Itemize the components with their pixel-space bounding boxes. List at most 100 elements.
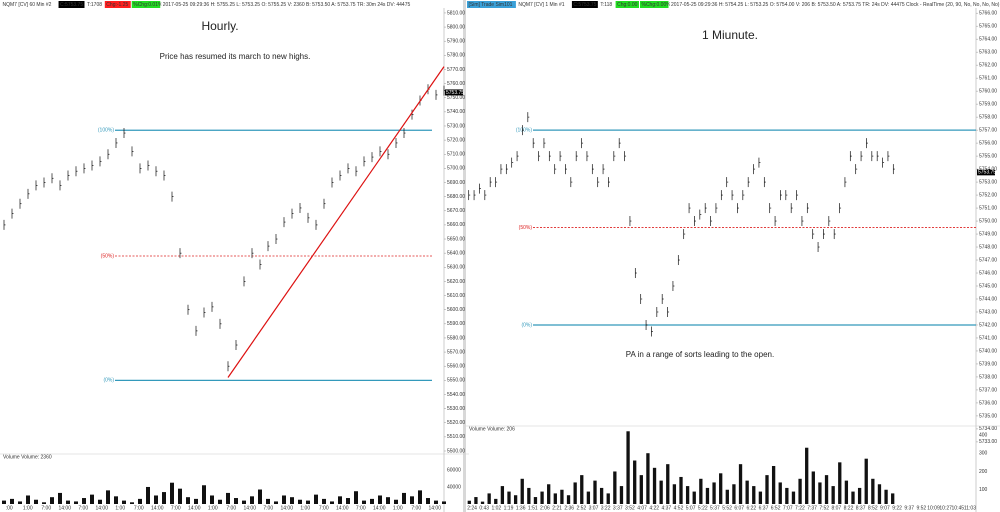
y-tick-label: 5570.00 <box>447 349 465 355</box>
pane-divider <box>463 0 466 512</box>
y-tick-label: 5757.00 <box>979 127 997 133</box>
volume-bar <box>378 495 382 504</box>
level-label: (100%) <box>516 127 532 133</box>
y-tick-label: 5690.00 <box>447 180 465 186</box>
volume-bar <box>274 501 278 504</box>
volume-bar <box>178 488 182 504</box>
header-badge <box>669 1 1000 8</box>
y-tick-label: 5640.00 <box>447 250 465 256</box>
header-text: C:5753.75 <box>573 2 596 8</box>
volume-bar <box>130 502 134 504</box>
x-tick-label: 9:22 <box>892 505 902 511</box>
volume-bar <box>580 475 584 504</box>
x-tick-label: 8:52 <box>868 505 878 511</box>
x-tick-label: 8:07 <box>831 505 841 511</box>
header-badge <box>131 1 161 8</box>
y-tick-label: 5746.00 <box>979 270 997 276</box>
y-tick-label: 5739.00 <box>979 361 997 367</box>
x-tick-label: 8:37 <box>856 505 866 511</box>
volume-bar <box>18 501 22 504</box>
y-tick-label: 5741.00 <box>979 335 997 341</box>
volume-bar <box>170 482 174 504</box>
y-tick-label: 5740.00 <box>979 348 997 354</box>
y-tick-label: 5766.00 <box>979 11 997 17</box>
y-tick-label: 5758.00 <box>979 114 997 120</box>
volume-bar <box>805 447 809 504</box>
last-price-box <box>977 169 995 176</box>
volume-bar <box>394 499 398 504</box>
volume-bar <box>74 501 78 504</box>
x-tick-label: 11:03 <box>964 505 976 511</box>
volume-bar <box>50 497 54 504</box>
x-tick-label: 7:00 <box>41 505 51 511</box>
y-tick-label: 5755.00 <box>979 153 997 159</box>
volume-bar <box>266 498 270 504</box>
x-tick-label: 7:00 <box>411 505 421 511</box>
y-tick-label: 5751.00 <box>979 205 997 211</box>
volume-bar <box>619 486 624 504</box>
x-tick-label: 3:37 <box>613 505 623 511</box>
y-tick-label: 5734.00 <box>979 426 997 432</box>
volume-bar <box>10 498 14 504</box>
volume-bar <box>633 460 637 504</box>
x-tick-label: 4:07 <box>637 505 647 511</box>
volume-bar <box>474 497 478 504</box>
header-text: T:1708 <box>87 2 102 8</box>
header-text: %Chg:0.01% <box>133 2 163 8</box>
header-text: 2017-05-25 09:29:36 H: 5754.25 L: 5753.2… <box>671 2 1000 8</box>
header-text: %Chg:0.00% <box>642 2 672 8</box>
x-tick-label: :00 <box>6 505 13 511</box>
volume-bar <box>507 491 511 504</box>
last-price-box <box>445 89 463 96</box>
volume-bar <box>258 489 262 504</box>
y-tick-label: 5743.00 <box>979 309 997 315</box>
volume-bar <box>298 499 302 504</box>
volume-bar <box>58 492 62 504</box>
y-tick-label: 5730.00 <box>447 123 465 129</box>
x-tick-label: 7:00 <box>263 505 273 511</box>
volume-bar <box>771 465 776 504</box>
volume-bar <box>639 475 643 504</box>
x-tick-label: 9:37 <box>904 505 914 511</box>
volume-tick-label: 100 <box>979 487 988 493</box>
y-tick-label: 5759.00 <box>979 101 997 107</box>
y-tick-label: 5560.00 <box>447 364 465 370</box>
volume-bar <box>613 471 617 504</box>
x-tick-label: 14:00 <box>280 505 293 511</box>
x-tick-label: 7:00 <box>78 505 88 511</box>
x-tick-label: 14:00 <box>151 505 164 511</box>
y-tick-label: 5762.00 <box>979 62 997 68</box>
volume-bar <box>282 495 286 504</box>
x-tick-label: 7:00 <box>226 505 236 511</box>
y-tick-label: 5810.00 <box>447 10 465 16</box>
level-label: (0%) <box>103 378 114 384</box>
volume-bar <box>226 492 230 504</box>
volume-bar <box>370 498 374 504</box>
volume-bar <box>778 482 782 504</box>
volume-bar <box>114 496 118 504</box>
x-tick-label: 5:52 <box>722 505 732 511</box>
volume-bar <box>626 431 630 504</box>
right-subtitle: PA in a range of sorts leading to the op… <box>626 350 774 359</box>
x-tick-label: 7:00 <box>319 505 329 511</box>
volume-bar <box>798 478 802 504</box>
volume-bar <box>533 497 538 504</box>
volume-bar <box>122 500 126 504</box>
volume-bar <box>785 487 789 504</box>
x-tick-label: 7:07 <box>783 505 793 511</box>
volume-bar <box>851 491 855 504</box>
x-tick-label: 7:22 <box>795 505 805 511</box>
x-tick-label: 14:00 <box>336 505 349 511</box>
volume-bar <box>884 489 888 504</box>
x-tick-label: 14:00 <box>428 505 441 511</box>
y-tick-label: 5744.00 <box>979 296 997 302</box>
volume-bar <box>314 494 318 504</box>
y-tick-label: 5745.00 <box>979 283 997 289</box>
volume-bar <box>791 491 796 504</box>
y-tick-label: 5760.00 <box>979 88 997 94</box>
volume-tick-label: 400 <box>979 432 988 438</box>
x-tick-label: 6:37 <box>759 505 769 511</box>
x-tick-label: 1:00 <box>23 505 33 511</box>
volume-bar <box>42 502 46 504</box>
volume-bar <box>679 476 683 504</box>
